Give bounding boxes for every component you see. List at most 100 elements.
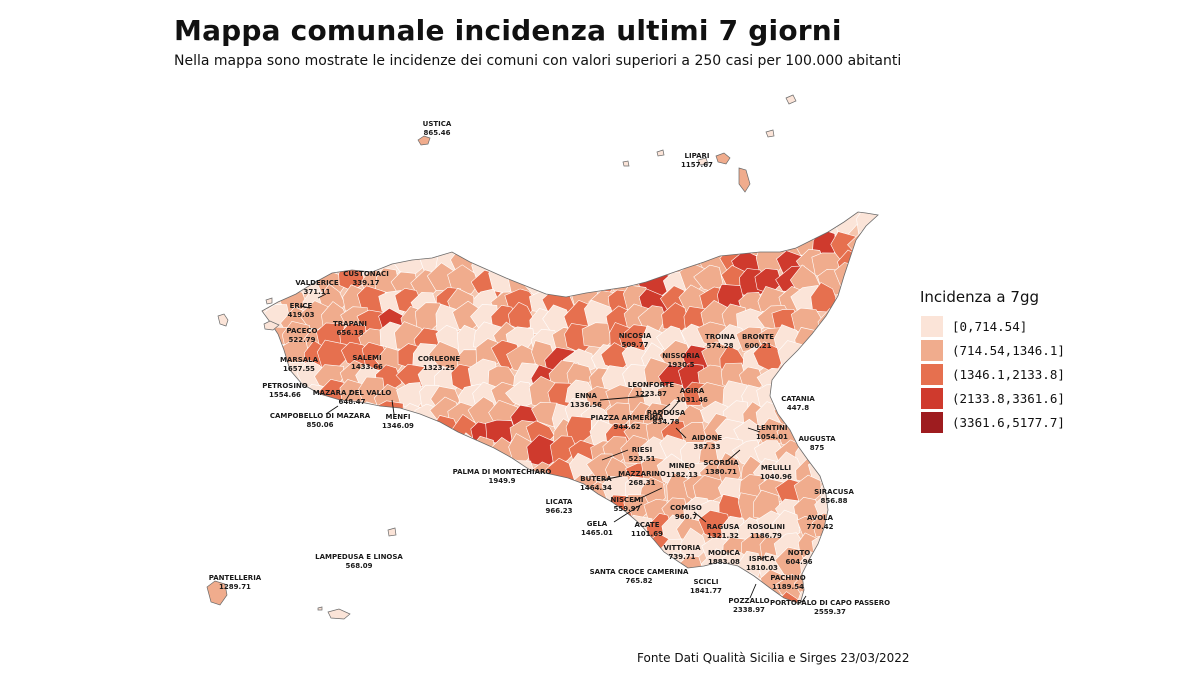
- municipality-area: [430, 535, 461, 567]
- legend-swatch: [920, 386, 944, 410]
- municipality-area: [547, 212, 581, 241]
- municipality-area: [813, 571, 838, 600]
- municipality-area: [583, 227, 613, 256]
- municipality-area: [567, 212, 596, 238]
- label-santa-croce-value: 765.82: [625, 577, 652, 585]
- municipality-area: [354, 508, 384, 539]
- legend-item: (3361.6,5177.7]: [920, 410, 1065, 434]
- municipality-area: [472, 533, 502, 567]
- municipality-area: [851, 308, 878, 334]
- municipality-area: [381, 228, 412, 257]
- label-gela-value: 1465.01: [581, 529, 613, 537]
- label-marsala-value: 1657.55: [283, 365, 315, 373]
- map-legend: Incidenza a 7gg [0,714.54] (714.54,1346.…: [920, 288, 1065, 434]
- label-enna-value: 1336.56: [570, 401, 602, 409]
- island-linosa: [387, 527, 397, 537]
- municipality-area: [450, 536, 479, 565]
- municipality-area: [641, 585, 670, 604]
- municipality-area: [856, 571, 878, 601]
- municipality-area: [544, 232, 576, 264]
- label-pantelleria-value: 1289.71: [219, 583, 251, 591]
- municipality-area: [835, 379, 868, 407]
- municipality-area: [528, 550, 562, 581]
- municipality-area: [279, 463, 311, 490]
- municipality-area: [508, 247, 538, 278]
- municipality-area: [526, 532, 554, 560]
- municipality-area: [817, 212, 847, 221]
- municipality-area: [813, 398, 842, 425]
- label-avola-value: 770.42: [806, 523, 833, 531]
- municipality-area: [262, 513, 289, 543]
- municipality-area: [659, 226, 686, 259]
- municipality-area: [602, 254, 634, 284]
- label-rosolini-name: ROSOLINI: [747, 523, 785, 531]
- municipality-area: [585, 212, 614, 221]
- leader-niscemi: [631, 487, 663, 503]
- legend-title: Incidenza a 7gg: [920, 288, 1039, 306]
- municipality-area: [604, 212, 633, 237]
- label-troina-name: TROINA: [705, 333, 736, 341]
- label-rosolini-value: 1186.79: [750, 532, 782, 540]
- municipality-area: [283, 433, 310, 465]
- municipality-area: [394, 517, 425, 546]
- municipality-area: [263, 439, 293, 469]
- municipality-area: [359, 225, 385, 257]
- municipality-area: [813, 552, 842, 586]
- label-pachino-name: PACHINO: [770, 574, 805, 582]
- municipality-area: [829, 533, 858, 560]
- municipality-area: [263, 531, 291, 563]
- municipality-area: [262, 212, 294, 239]
- municipality-area: [849, 547, 878, 583]
- label-augusta-value: 875: [810, 444, 825, 452]
- island-marettimo: [217, 313, 229, 327]
- municipality-area: [754, 212, 786, 221]
- municipality-area: [849, 514, 878, 542]
- municipality-area: [262, 402, 271, 430]
- municipality-area: [320, 456, 350, 486]
- leader-portopalo: [801, 595, 807, 603]
- municipality-area: [262, 212, 266, 220]
- legend-label: (3361.6,5177.7]: [952, 414, 1065, 430]
- municipality-area: [281, 212, 308, 241]
- legend-label: [0,714.54]: [952, 318, 1028, 334]
- label-bronte-value: 600.21: [744, 342, 771, 350]
- label-mazzarino-name: MAZZARINO: [618, 470, 666, 478]
- municipality-area: [452, 212, 480, 234]
- label-leonforte-name: LEONFORTE: [628, 381, 675, 389]
- municipality-area: [378, 495, 408, 523]
- leader-lentini: [747, 427, 761, 433]
- label-nicosia-name: NICOSIA: [619, 332, 652, 340]
- municipality-area: [507, 212, 536, 241]
- island-panarea: [765, 129, 775, 138]
- municipality-area: [603, 212, 635, 219]
- municipality-area: [849, 384, 878, 411]
- municipality-area: [701, 212, 728, 241]
- municipality-area: [695, 591, 727, 604]
- municipality-area: [396, 212, 429, 243]
- municipality-area: [852, 267, 878, 296]
- label-aidone-value: 387.33: [693, 443, 720, 451]
- label-valderice-name: VALDERICE: [295, 279, 339, 287]
- municipality-area: [471, 550, 498, 585]
- label-piazza-armerina-name: PIAZZA ARMERINA: [591, 414, 665, 422]
- leader-pozzallo: [749, 583, 757, 599]
- municipality-area: [525, 570, 555, 598]
- municipality-area: [640, 212, 671, 226]
- municipality-area: [683, 212, 714, 238]
- label-portopalo-value: 2559.37: [814, 608, 846, 616]
- municipality-area: [447, 264, 479, 295]
- municipality-area: [333, 212, 366, 238]
- municipality-area: [435, 588, 464, 604]
- municipality-area: [553, 519, 583, 544]
- municipality-area: [810, 342, 843, 375]
- municipality-area: [392, 595, 427, 604]
